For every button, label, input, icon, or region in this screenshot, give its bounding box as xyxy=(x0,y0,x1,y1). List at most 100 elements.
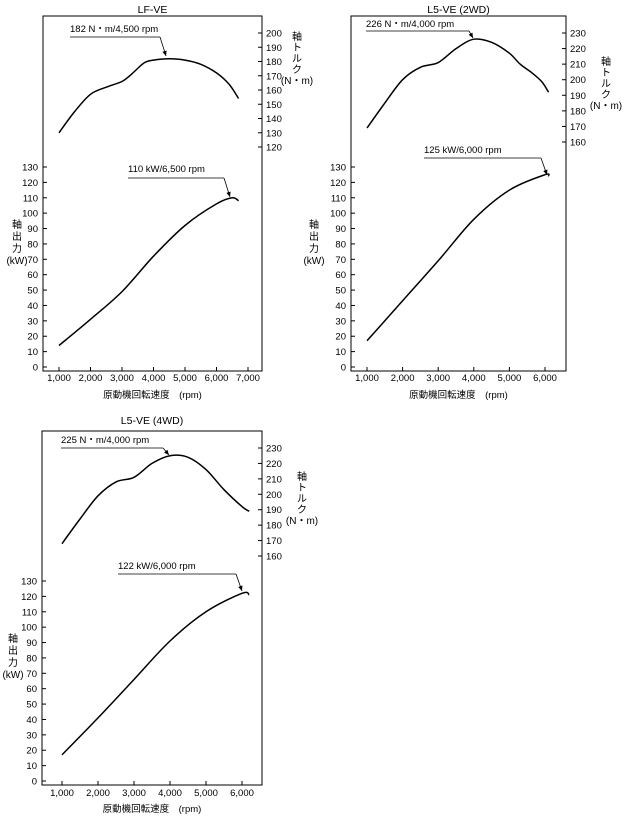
torque-axis-label: ト xyxy=(292,43,302,54)
torque-peak-arrowhead xyxy=(468,32,473,38)
power-tick-label: 0 xyxy=(33,363,38,374)
power-tick-label: 130 xyxy=(22,163,38,174)
x-tick-label: 3,000 xyxy=(426,373,450,384)
power-curve xyxy=(366,173,550,342)
chart-2: L5-VE (2WD) 1,000 2,000 3,000 4,000 5,000 6,00… xyxy=(303,4,622,401)
torque-tick-label: 210 xyxy=(570,60,586,71)
x-tick-label: 3,000 xyxy=(110,373,134,384)
x-tick-label: 2,000 xyxy=(391,373,415,384)
power-tick-label: 60 xyxy=(335,270,346,281)
torque-axis-label: ル xyxy=(297,494,307,505)
power-tick-label: 50 xyxy=(27,286,38,297)
power-tick-label: 80 xyxy=(335,239,346,250)
chart-1: LF-VE 1,000 2,000 3,000 4,000 5,000 6,000 7,000… xyxy=(6,4,313,401)
power-tick-label: 10 xyxy=(27,347,38,358)
torque-tick-label: 210 xyxy=(266,474,282,485)
power-axis-label: 出 xyxy=(309,230,319,243)
power-axis-label: 軸 xyxy=(12,218,22,231)
torque-axis-label: 軸 xyxy=(601,55,611,68)
power-peak-arrowhead xyxy=(226,191,231,197)
torque-curve xyxy=(366,38,550,129)
x-axis-label: 原動機回転速度 (rpm) xyxy=(409,389,508,401)
torque-tick-label: 150 xyxy=(266,100,282,111)
power-tick-label: 80 xyxy=(26,653,37,664)
chart-3: L5-VE (4WD) 1,000 2,000 3,000 4,000 5,000 6,00… xyxy=(2,415,318,815)
x-tick-label: 7,000 xyxy=(236,373,260,384)
power-tick-label: 70 xyxy=(27,255,38,266)
power-tick-label: 20 xyxy=(26,746,37,757)
torque-tick-label: 190 xyxy=(266,43,282,54)
torque-tick-label: 200 xyxy=(266,490,282,501)
torque-tick-label: 160 xyxy=(266,86,282,97)
torque-axis-label: (N・m) xyxy=(590,101,622,112)
torque-tick-label: 170 xyxy=(570,122,586,133)
power-tick-label: 60 xyxy=(26,684,37,695)
torque-axis-label: ト xyxy=(297,483,307,494)
torque-tick-label: 190 xyxy=(570,91,586,102)
power-tick-label: 40 xyxy=(27,301,38,312)
torque-axis-label: (N・m) xyxy=(286,516,318,527)
power-tick-label: 130 xyxy=(21,577,37,588)
x-tick-label: 1,000 xyxy=(355,373,379,384)
torque-peak-label: 225 N・m/4,000 rpm xyxy=(61,435,149,446)
power-axis-label: 出 xyxy=(8,644,18,657)
power-tick-label: 20 xyxy=(335,332,346,343)
power-tick-label: 130 xyxy=(330,163,346,174)
plot-frame xyxy=(42,15,263,372)
power-tick-label: 10 xyxy=(26,761,37,772)
torque-axis-label: ク xyxy=(292,64,302,76)
x-tick-label: 5,000 xyxy=(194,788,218,799)
power-tick-label: 40 xyxy=(335,301,346,312)
power-axis-label: 力 xyxy=(309,242,319,255)
x-tick-label: 2,000 xyxy=(79,373,103,384)
torque-axis-label: ト xyxy=(601,68,611,79)
power-axis-label: 出 xyxy=(12,230,22,243)
torque-tick-label: 200 xyxy=(266,29,282,40)
torque-tick-label: 180 xyxy=(266,57,282,68)
power-tick-label: 90 xyxy=(335,224,346,235)
x-tick-label: 5,000 xyxy=(498,373,522,384)
power-curve xyxy=(61,591,250,756)
power-tick-label: 110 xyxy=(331,193,346,204)
plot-frame xyxy=(350,15,567,372)
torque-tick-label: 220 xyxy=(570,44,586,55)
power-axis-label: 軸 xyxy=(309,218,319,231)
power-peak-arrowhead xyxy=(543,169,548,175)
power-tick-label: 0 xyxy=(341,363,346,374)
power-tick-label: 10 xyxy=(335,347,346,358)
power-tick-label: 20 xyxy=(27,332,38,343)
torque-axis-label: 軸 xyxy=(292,30,302,43)
power-peak-arrowhead xyxy=(238,585,243,591)
torque-axis-label: ク xyxy=(297,504,307,516)
torque-tick-label: 170 xyxy=(266,71,282,82)
chart-title: LF-VE xyxy=(138,4,168,16)
torque-tick-label: 120 xyxy=(266,143,282,154)
power-peak-label: 110 kW/6,500 rpm xyxy=(128,164,205,175)
power-curve xyxy=(58,197,240,347)
torque-tick-label: 130 xyxy=(266,128,282,139)
torque-tick-label: 180 xyxy=(570,106,586,117)
power-peak-label: 122 kW/6,000 rpm xyxy=(118,561,196,572)
torque-peak-arrowhead xyxy=(162,50,167,56)
power-tick-label: 40 xyxy=(26,715,37,726)
power-tick-label: 90 xyxy=(27,224,38,235)
power-peak-label: 125 kW/6,000 rpm xyxy=(424,145,502,156)
power-tick-label: 50 xyxy=(26,700,37,711)
power-tick-label: 80 xyxy=(27,239,38,250)
torque-tick-label: 230 xyxy=(570,29,586,40)
power-tick-label: 120 xyxy=(22,178,38,189)
power-tick-label: 30 xyxy=(335,316,346,327)
power-tick-label: 120 xyxy=(330,178,346,189)
torque-axis-label: ル xyxy=(601,79,611,90)
torque-curve xyxy=(58,57,240,134)
torque-tick-label: 160 xyxy=(570,138,586,149)
x-tick-label: 3,000 xyxy=(122,788,146,799)
power-axis-label: 力 xyxy=(12,242,22,255)
power-tick-label: 70 xyxy=(335,255,346,266)
torque-peak-label: 182 N・m/4,500 rpm xyxy=(70,24,158,35)
x-tick-label: 4,000 xyxy=(158,788,182,799)
plot-frame xyxy=(41,430,263,786)
power-tick-label: 60 xyxy=(27,270,38,281)
power-tick-label: 100 xyxy=(21,623,37,634)
